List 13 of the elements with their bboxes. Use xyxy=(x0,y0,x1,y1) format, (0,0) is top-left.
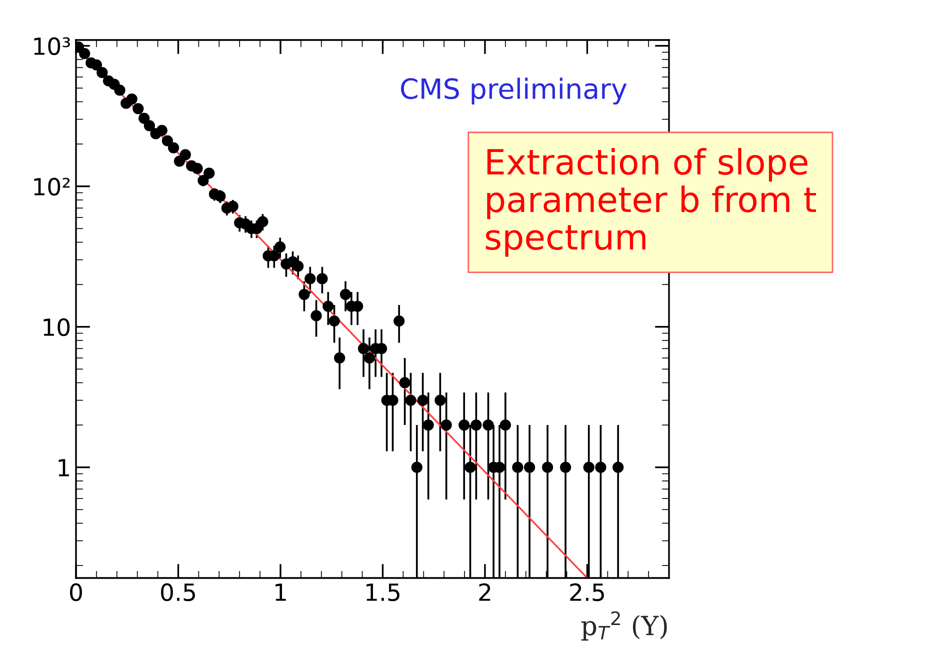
x-tick-label: 1.5 xyxy=(366,584,400,602)
x-axis-title: p$_{T}$$^{2}$ (Y) xyxy=(581,611,667,641)
x-tick-label: 2 xyxy=(479,583,490,601)
y-tick-label: 1 xyxy=(58,459,69,476)
x-tick-label: 1 xyxy=(276,584,286,601)
annotation: Extraction of slope parameter b from t spectrum xyxy=(486,148,816,257)
y-tick-label: 10 xyxy=(44,318,70,336)
y-tick-label: 10³ xyxy=(34,37,70,56)
annotation: CMS preliminary xyxy=(401,78,627,105)
x-tick-label: 0.5 xyxy=(161,583,195,602)
x-tick-label: 0 xyxy=(70,583,82,602)
y-tick-label: 10² xyxy=(34,178,70,196)
x-tick-label: 2.5 xyxy=(570,583,604,602)
